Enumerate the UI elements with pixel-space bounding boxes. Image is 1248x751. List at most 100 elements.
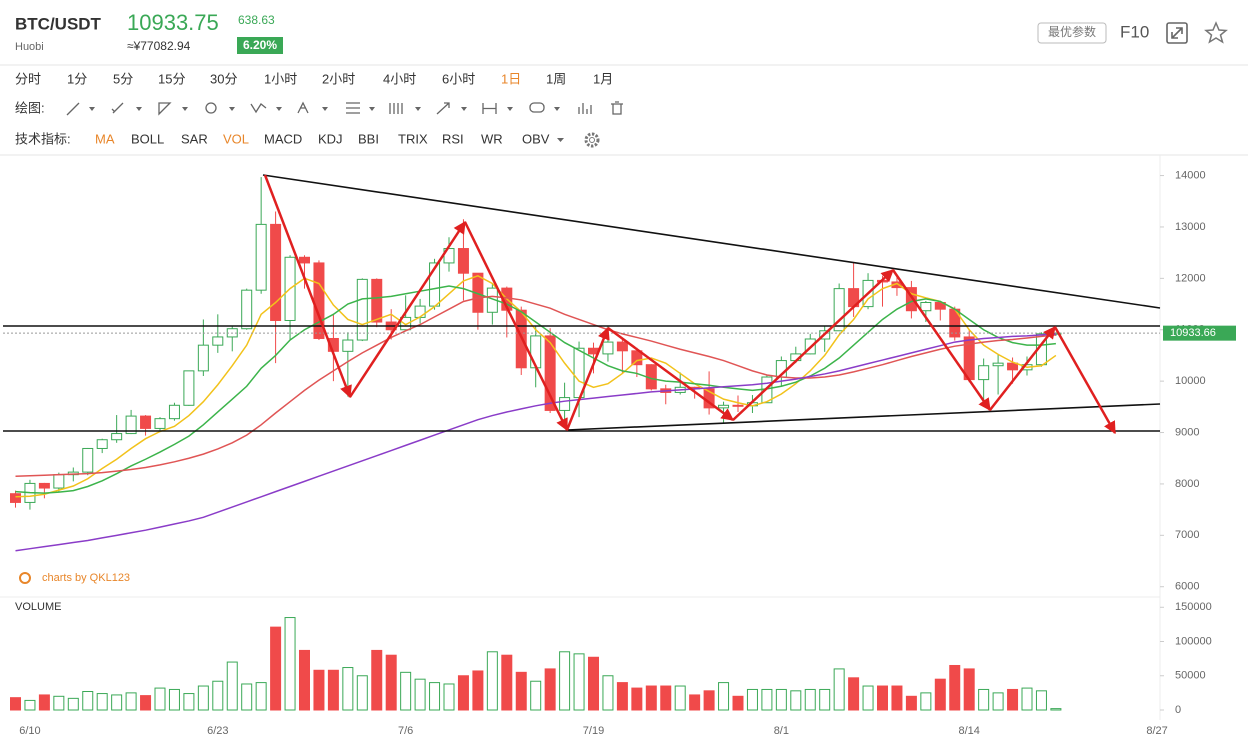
candle-body <box>905 287 917 312</box>
candle-body <box>96 439 108 449</box>
indicator-tab[interactable]: KDJ <box>318 131 343 146</box>
volume-bar <box>732 695 744 711</box>
settings-icon[interactable] <box>584 132 600 148</box>
period-tab[interactable]: 分时 <box>15 71 41 86</box>
period-tab[interactable]: 4小时 <box>383 71 416 86</box>
candle-body <box>111 433 123 441</box>
f10-button[interactable]: F10 <box>1120 22 1149 41</box>
candle-body <box>53 474 65 489</box>
indicator-tab[interactable]: BOLL <box>131 131 164 146</box>
candle-body <box>10 493 21 503</box>
y-tick-label: 13000 <box>1175 221 1206 233</box>
volume-bar <box>660 685 672 711</box>
y-tick-label: 100000 <box>1175 635 1212 647</box>
volume-bar <box>486 651 498 711</box>
period-tab[interactable]: 1周 <box>546 71 566 86</box>
candle-body <box>631 350 643 366</box>
chart-area: 6000700080009000100001100012000130001400… <box>0 155 1236 737</box>
volume-bar <box>905 695 917 711</box>
candle-body <box>1007 362 1019 371</box>
volume-bar <box>746 688 758 711</box>
volume-bar <box>284 617 296 711</box>
volume-bar <box>429 682 441 711</box>
draw-tools[interactable] <box>66 101 623 116</box>
indicator-tab[interactable]: MACD <box>264 131 302 146</box>
candle-body <box>154 418 166 429</box>
volume-bar <box>197 685 209 711</box>
x-tick-label: 8/14 <box>958 725 979 737</box>
param-button-label[interactable]: 最优参数 <box>1048 24 1096 39</box>
volume-bar <box>385 654 397 711</box>
indicator-tab[interactable]: BBI <box>358 131 379 146</box>
favorite-icon[interactable] <box>1204 21 1228 44</box>
period-tab[interactable]: 6小时 <box>442 71 475 86</box>
volume-bar <box>804 688 816 711</box>
volume-bar <box>992 692 1004 711</box>
candle-body <box>559 397 571 411</box>
indicator-label: 技术指标: <box>15 131 71 146</box>
candle-body <box>934 302 946 310</box>
period-tab[interactable]: 2小时 <box>322 71 355 86</box>
y-tick-label: 6000 <box>1175 581 1199 593</box>
period-tab[interactable]: 1分 <box>67 71 87 86</box>
period-tab[interactable]: 1日 <box>501 71 521 86</box>
volume-bar <box>501 654 513 711</box>
volume-bar <box>472 670 484 711</box>
volume-bar <box>53 695 65 711</box>
volume-bar <box>718 682 730 711</box>
volume-bar <box>588 656 599 711</box>
volume-bar <box>848 677 860 711</box>
candle-body <box>299 256 310 264</box>
volume-bar <box>342 667 354 711</box>
period-tab[interactable]: 1小时 <box>264 71 297 86</box>
indicator-tab[interactable]: WR <box>481 131 503 146</box>
candle-body <box>544 335 556 411</box>
indicator-tab[interactable]: OBV <box>522 131 550 146</box>
candle-body <box>400 316 412 331</box>
volume-bar <box>255 682 267 711</box>
volume-bar <box>1050 708 1062 711</box>
indicator-tab[interactable]: RSI <box>442 131 464 146</box>
volume-bar <box>833 668 845 711</box>
indicator-tab[interactable]: MA <box>95 131 115 146</box>
x-tick-label: 6/10 <box>19 725 40 737</box>
volume-bar <box>949 664 961 711</box>
volume-bar <box>920 692 932 711</box>
last-price: 10933.75 <box>127 10 219 35</box>
volume-bar <box>631 687 643 711</box>
volume-bar <box>775 688 787 711</box>
volume-bar <box>457 675 469 711</box>
param-button[interactable] <box>1037 22 1107 44</box>
y-tick-label: 12000 <box>1175 272 1206 284</box>
volume-bar <box>183 693 195 711</box>
period-tab[interactable]: 1月 <box>593 71 613 86</box>
period-tab[interactable]: 30分 <box>210 71 237 86</box>
volume-bar <box>140 695 152 711</box>
draw-label: 绘图: <box>15 100 45 115</box>
y-tick-label: 0 <box>1175 704 1181 716</box>
volume-bar <box>226 661 238 711</box>
header: BTC/USDT Huobi 10933.75 ≈¥77082.94 638.6… <box>0 10 1248 156</box>
volume-bar <box>356 675 368 711</box>
indicator-tab[interactable]: TRIX <box>398 131 428 146</box>
candle-body <box>356 278 368 341</box>
volume-bar <box>963 668 975 711</box>
candle-body <box>212 336 224 346</box>
candle-body <box>342 339 354 352</box>
candle-body <box>992 362 1004 367</box>
volume-bar <box>790 690 802 711</box>
volume-bar <box>530 680 542 711</box>
period-tab[interactable]: 5分 <box>113 71 133 86</box>
change-pct: 6.20% <box>243 38 277 52</box>
period-tab[interactable]: 15分 <box>158 71 185 86</box>
indicator-tab[interactable]: SAR <box>181 131 208 146</box>
fullscreen-icon[interactable] <box>1166 22 1188 44</box>
ma-line <box>15 285 1056 494</box>
y-tick-label: 14000 <box>1175 169 1206 181</box>
volume-bar <box>819 688 831 711</box>
ma-line <box>15 333 1056 552</box>
indicator-tab[interactable]: VOL <box>223 131 249 146</box>
change: 638.63 <box>238 13 275 27</box>
